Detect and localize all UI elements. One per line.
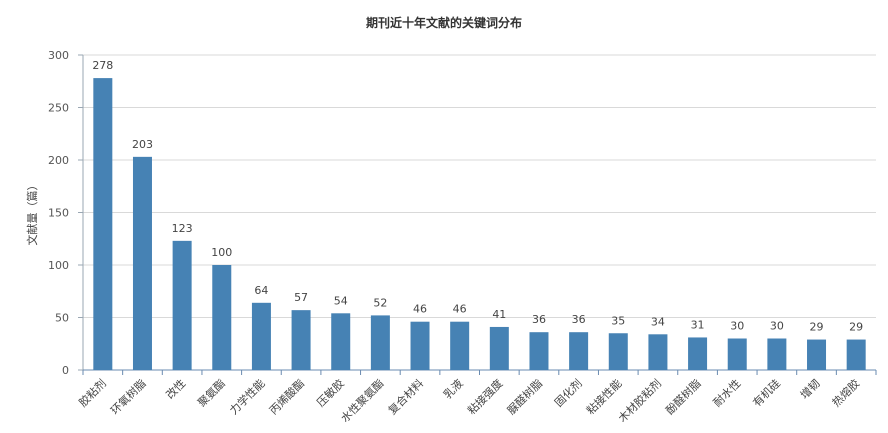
bar[interactable] [331, 313, 351, 370]
x-tick-label: 丙烯酸酯 [266, 376, 307, 417]
y-tick-label: 300 [48, 49, 69, 62]
data-label: 30 [770, 320, 784, 333]
x-tick-label: 酚醛树脂 [663, 376, 704, 417]
data-label: 57 [294, 291, 308, 304]
y-tick-label: 0 [62, 364, 69, 377]
bar[interactable] [212, 265, 232, 370]
data-label: 54 [334, 294, 348, 307]
bar[interactable] [767, 338, 787, 371]
data-label: 123 [172, 222, 193, 235]
data-label: 64 [254, 284, 268, 297]
x-tick-label: 力学性能 [227, 376, 268, 417]
bar[interactable] [569, 332, 589, 370]
bar[interactable] [489, 326, 509, 370]
bar[interactable] [529, 332, 549, 370]
chart-title: 期刊近十年文献的关键词分布 [365, 16, 522, 30]
data-labels: 278 203 123 100 64 57 54 52 46 46 41 36 36 35 34 31 30 30… [92, 59, 863, 333]
bar[interactable] [608, 333, 628, 370]
bar[interactable] [727, 338, 747, 371]
bar[interactable] [688, 337, 708, 370]
data-label: 36 [532, 313, 546, 326]
x-tick-label: 复合材料 [385, 376, 426, 417]
bar[interactable] [251, 302, 271, 370]
x-tick-label: 环氧树脂 [108, 376, 149, 417]
axes [78, 54, 877, 375]
x-tick-label: 改性 [163, 376, 188, 401]
x-tick-label: 增韧 [797, 376, 822, 401]
x-tick-label: 热熔胶 [829, 376, 862, 409]
x-tick-label: 乳液 [440, 376, 465, 401]
y-tick-label: 50 [55, 312, 69, 325]
y-tick-label: 100 [48, 259, 69, 272]
data-label: 29 [810, 321, 824, 334]
y-axis-label: 文献量（篇） [25, 180, 39, 246]
x-tick-label: 聚氨酯 [195, 377, 228, 410]
bar[interactable] [132, 156, 152, 370]
data-label: 35 [611, 314, 625, 327]
data-label: 52 [373, 296, 387, 309]
x-tick-label: 耐水性 [710, 376, 743, 409]
bar[interactable] [410, 321, 430, 370]
x-tick-label: 粘接强度 [464, 376, 505, 417]
data-label: 34 [651, 315, 665, 328]
data-label: 30 [730, 320, 744, 333]
bar[interactable] [93, 78, 113, 370]
y-tick-label: 250 [48, 102, 69, 115]
data-label: 46 [453, 303, 467, 316]
bar[interactable] [370, 315, 390, 370]
data-label: 41 [492, 308, 506, 321]
bar[interactable] [846, 339, 866, 370]
x-tick-label: 水性聚氨酯 [338, 376, 387, 425]
bars [93, 78, 866, 371]
x-tick-label: 有机硅 [750, 376, 783, 409]
x-tick-label: 粘接性能 [583, 376, 624, 417]
y-tick-label: 200 [48, 154, 69, 167]
y-tick-label: 150 [48, 207, 69, 220]
bar[interactable] [291, 310, 311, 370]
data-label: 29 [849, 321, 863, 334]
bar[interactable] [648, 334, 668, 370]
x-tick-label: 压敏胶 [314, 376, 347, 409]
y-tick-labels: 0 50 100 150 200 250 300 [48, 49, 69, 377]
x-tick-label: 固化剂 [552, 376, 585, 409]
data-label: 36 [572, 313, 586, 326]
bar[interactable] [450, 321, 470, 370]
data-label: 46 [413, 303, 427, 316]
data-label: 100 [211, 246, 232, 259]
bar[interactable] [807, 339, 827, 370]
bar[interactable] [172, 240, 192, 370]
x-tick-label: 脲醛树脂 [504, 376, 545, 417]
x-tick-label: 木材胶粘剂 [615, 376, 664, 425]
x-tick-label: 胶粘剂 [76, 376, 109, 409]
data-label: 278 [92, 59, 113, 72]
gridlines [83, 54, 876, 318]
data-label: 203 [132, 138, 153, 151]
data-label: 31 [691, 318, 705, 331]
